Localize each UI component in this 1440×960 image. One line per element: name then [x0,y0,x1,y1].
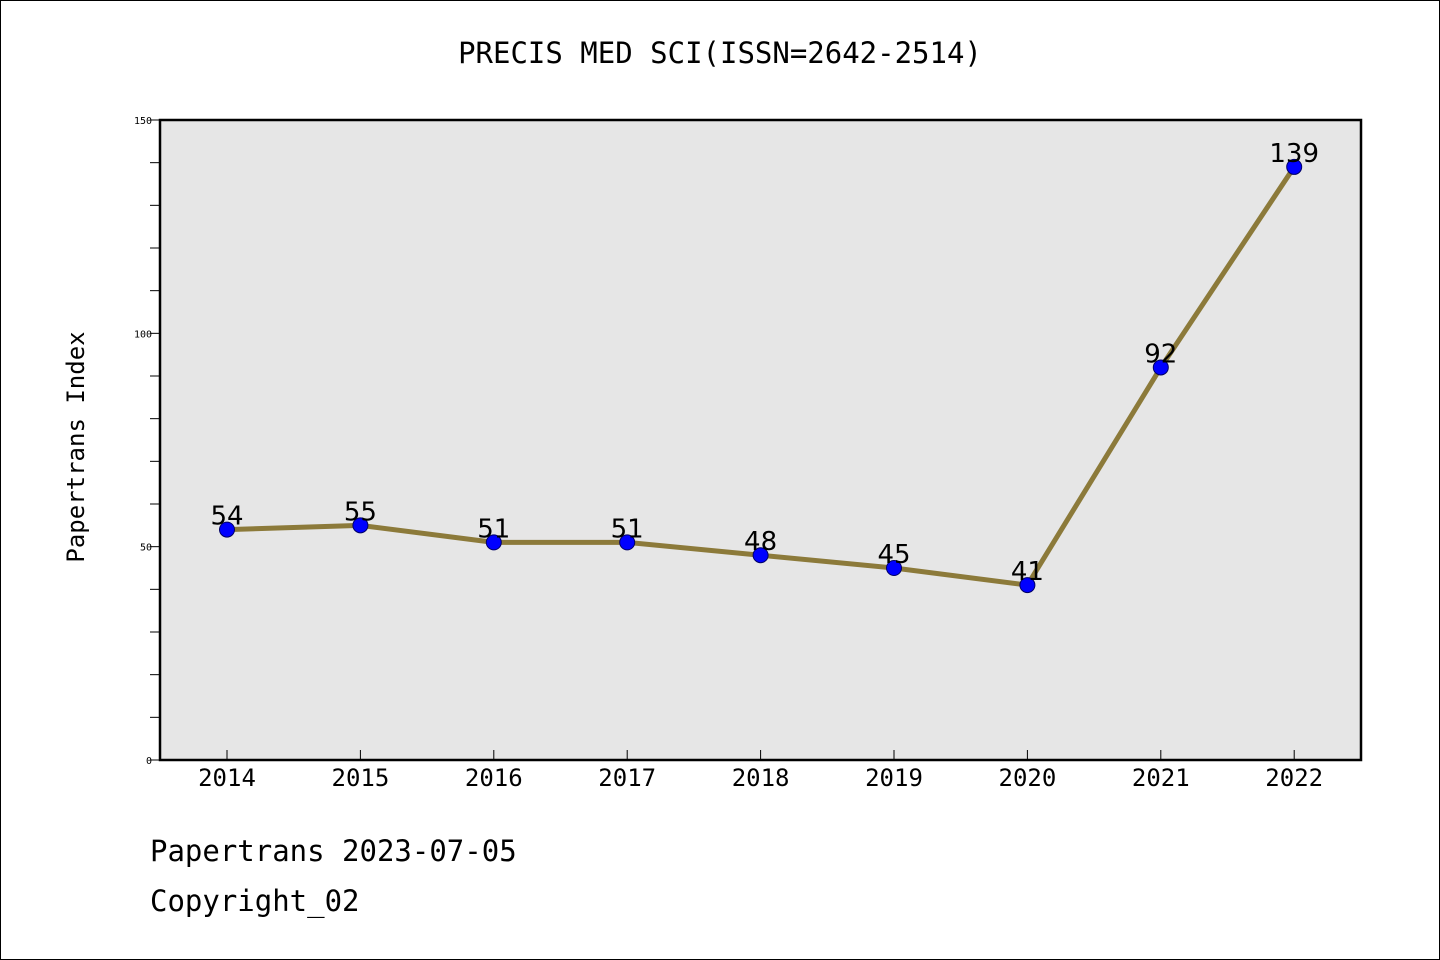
data-label: 51 [611,514,644,544]
x-tick-label: 2022 [1265,764,1323,792]
footer-copyright: Copyright_02 [150,884,360,918]
x-tick-label: 2015 [332,764,390,792]
data-point [1286,158,1303,175]
y-tick-label: 0 [146,756,152,767]
data-label: 45 [877,540,910,570]
data-point [1019,577,1036,594]
data-point [1152,359,1169,376]
data-point [619,534,636,551]
data-label: 139 [1269,139,1319,169]
data-labels: 54 55 51 51 48 45 41 92 139 [210,139,1319,587]
x-tick-label: 2017 [598,764,656,792]
footer-source-date: Papertrans 2023-07-05 [150,834,517,868]
x-tick-label: 2016 [465,764,523,792]
x-tick-label: 2021 [1132,764,1190,792]
x-axis-ticks: 2014 2015 2016 2017 2018 2019 2020 2021 2022 [198,750,1323,792]
data-label: 51 [477,514,510,544]
data-label: 55 [344,497,377,527]
data-point [752,547,769,564]
data-point [485,534,502,551]
y-tick-label: 150 [134,116,152,127]
chart-title: PRECIS MED SCI(ISSN=2642-2514) [458,36,982,70]
y-axis-label: Papertrans Index [62,331,90,562]
data-label: 48 [744,527,777,557]
x-tick-label: 2018 [732,764,790,792]
plot-area [158,118,1363,762]
data-point [352,517,369,534]
x-tick-label: 2019 [865,764,923,792]
data-label: 41 [1011,557,1044,587]
data-label: 92 [1144,339,1177,369]
y-tick-label: 50 [140,543,152,554]
data-label: 54 [210,502,243,532]
x-tick-label: 2020 [999,764,1057,792]
y-tick-label: 100 [134,329,152,340]
x-tick-label: 2014 [198,764,256,792]
data-point [886,560,902,576]
data-point [219,521,235,538]
y-axis-ticks: 0 50 100 150 [134,116,160,767]
series-markers [219,158,1303,594]
